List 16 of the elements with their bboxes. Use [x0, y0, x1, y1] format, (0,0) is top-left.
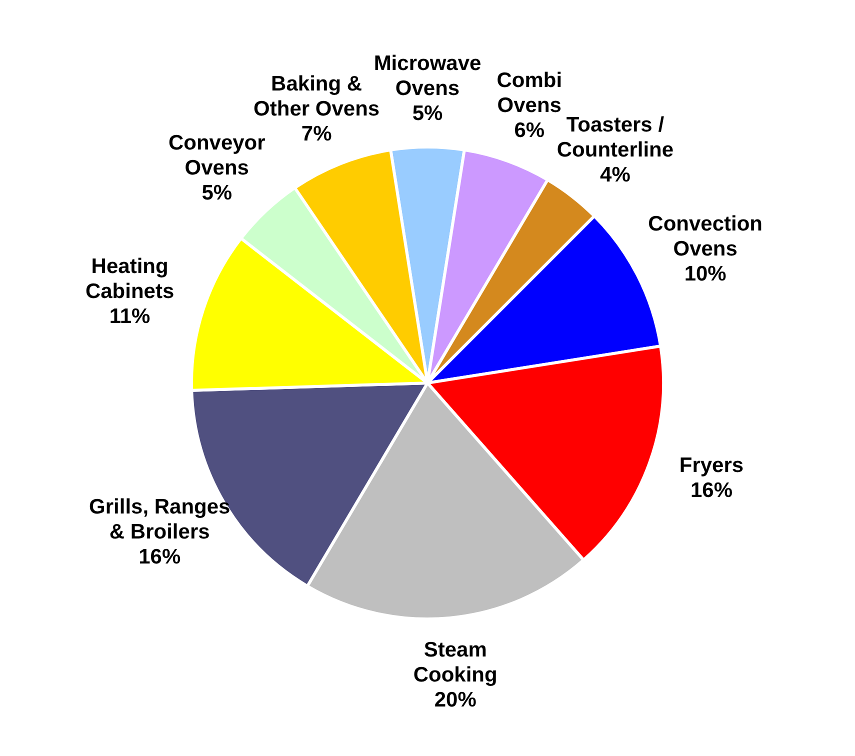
data-label: 4% [600, 163, 631, 186]
slice-label: Conveyor Ovens [168, 131, 266, 180]
data-label: 5% [412, 102, 443, 125]
data-label: 10% [684, 262, 727, 286]
data-label: 16% [690, 479, 733, 502]
data-label: 16% [138, 545, 181, 568]
data-label: 6% [514, 119, 545, 142]
slice-label: Convection Ovens [648, 212, 763, 260]
slice-label: Grills, Ranges & Broilers [89, 495, 230, 544]
data-label: 20% [434, 688, 477, 712]
data-label: 7% [301, 122, 332, 146]
slice-label: Heating Cabinets [85, 254, 174, 303]
slice-label: Steam Cooking [413, 638, 498, 686]
data-label: 11% [109, 304, 151, 328]
data-label: 5% [202, 181, 232, 204]
slice-label: Fryers [679, 454, 744, 478]
